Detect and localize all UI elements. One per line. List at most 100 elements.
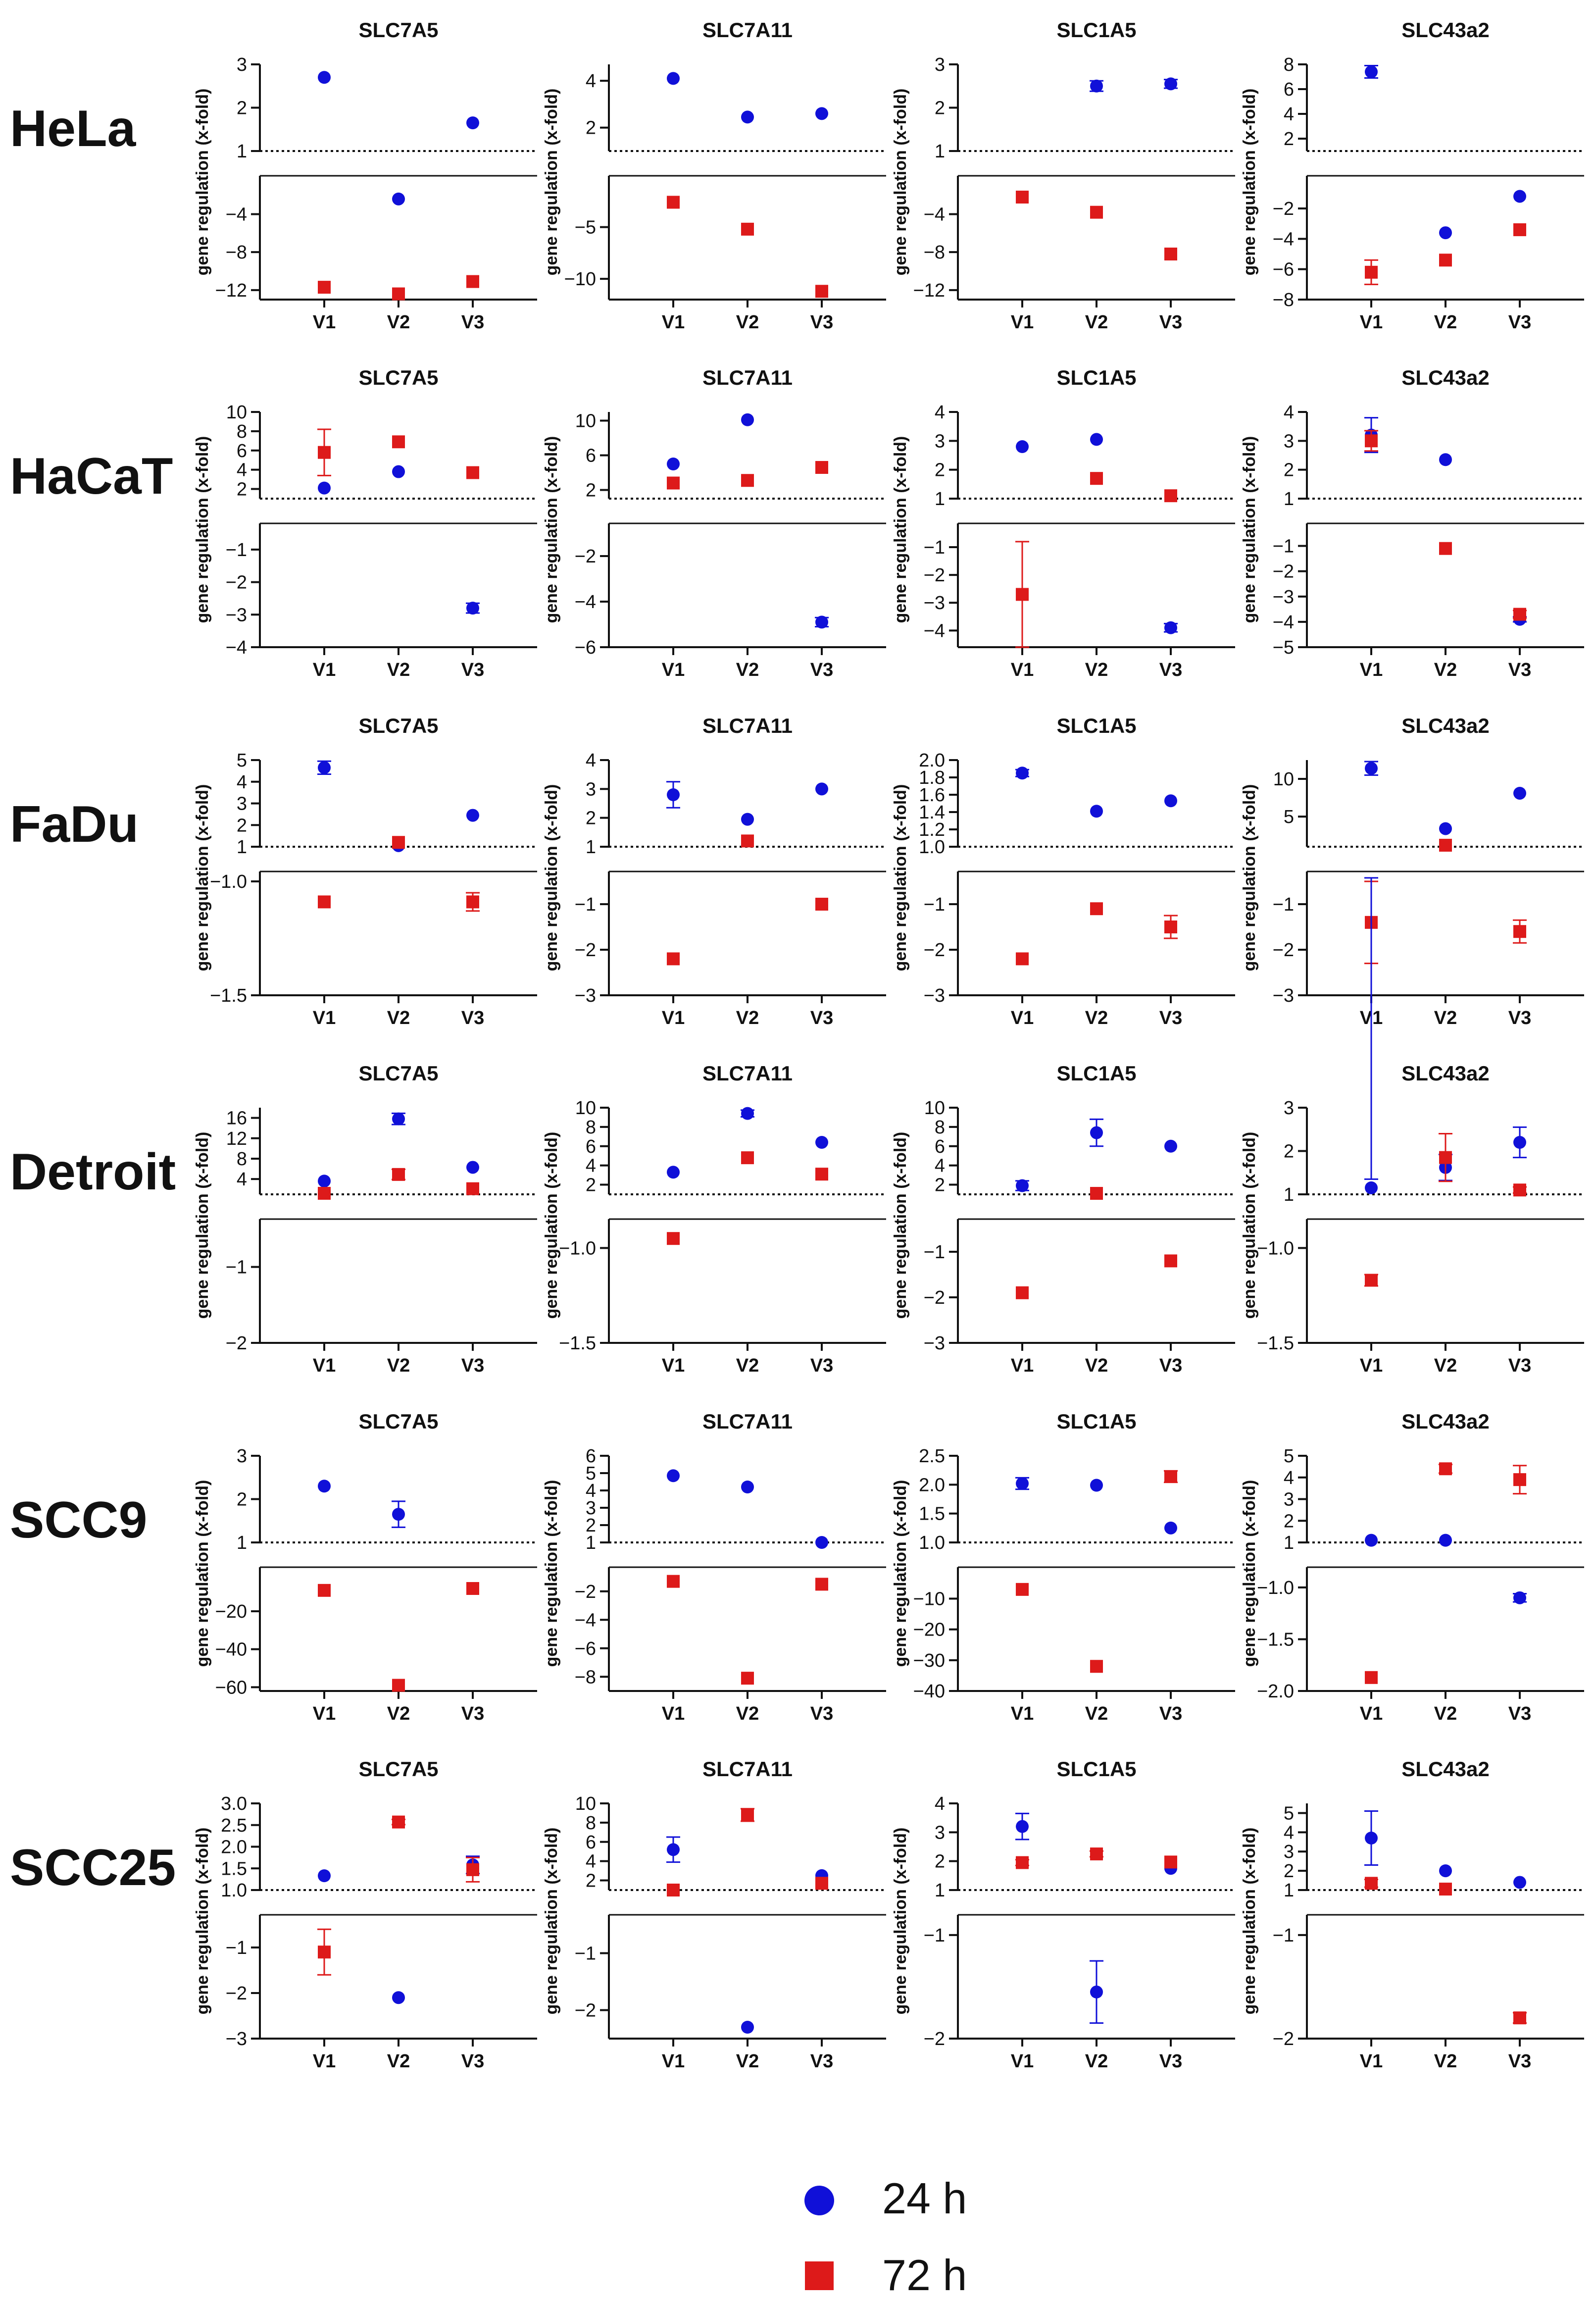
chart-title: SLC7A11 [702, 1410, 793, 1433]
point-24h-v3 [1164, 794, 1177, 808]
point-24h-v1 [667, 1843, 680, 1856]
chart-title: SLC1A5 [1056, 366, 1136, 389]
point-24h-v3 [466, 116, 479, 130]
x-tick-label: V1 [662, 660, 685, 680]
point-24h-v3 [1513, 1591, 1526, 1604]
point-72h-v2 [1439, 838, 1452, 852]
chart-title: SLC43a2 [1401, 366, 1489, 389]
legend-label-24h: 24 h [882, 2174, 967, 2223]
y-tick-label: 4 [237, 772, 247, 793]
x-tick-label: V3 [461, 1703, 484, 1724]
y-tick-label: −1 [575, 894, 596, 915]
row-label-scc25: SCC25 [10, 1839, 176, 1896]
x-tick-label: V2 [736, 1355, 759, 1376]
point-24h-v2 [1090, 433, 1103, 446]
y-tick-label: −6 [575, 1638, 596, 1659]
point-72h-v1 [667, 1575, 680, 1588]
point-72h-v2 [741, 474, 754, 487]
y-tick-label: −1 [1273, 894, 1294, 915]
x-tick-label: V3 [810, 312, 833, 333]
y-tick-label: −2 [924, 2029, 945, 2049]
y-tick-label: −1 [226, 1938, 247, 1958]
y-tick-label: −4 [924, 620, 945, 641]
y-tick-label: 5 [237, 750, 247, 771]
y-tick-label: 4 [1284, 1468, 1294, 1488]
point-72h-v1 [318, 446, 331, 459]
y-tick-label: −4 [226, 637, 247, 658]
point-72h-v3 [815, 1877, 828, 1890]
point-24h-v1 [1016, 1477, 1029, 1490]
y-axis-label: gene regulation (x-fold) [193, 89, 212, 276]
y-tick-label: 4 [1284, 402, 1294, 423]
chart-scc25-slc1a5: SLC1A5 gene regulation (x-fold) 1 2 3 4 −1 −2 V1… [891, 1757, 1235, 2072]
y-tick-label: 2 [935, 1175, 945, 1196]
x-tick-label: V1 [313, 1703, 336, 1724]
chart-hela-slc7a5: SLC7A5 gene regulation (x-fold) 1 2 3 −4 −8 −12… [193, 18, 537, 333]
y-tick-label: −20 [913, 1620, 945, 1640]
y-tick-label: 5 [1284, 1803, 1294, 1824]
y-tick-label: 1 [935, 489, 945, 510]
point-24h-v1 [1016, 440, 1029, 453]
y-tick-label: −8 [575, 1667, 596, 1688]
y-tick-label: 1 [1284, 1880, 1294, 1901]
x-tick-label: V1 [662, 2051, 685, 2072]
chart-hacat-slc1a5: SLC1A5 gene regulation (x-fold) 1 2 3 4 −1 −2 −3… [891, 366, 1235, 680]
y-tick-label: 10 [575, 1793, 596, 1814]
y-tick-label: 1.2 [919, 819, 945, 840]
x-tick-label: V2 [736, 1703, 759, 1724]
y-tick-label: 8 [586, 1117, 596, 1138]
point-72h-v2 [1090, 205, 1103, 219]
x-tick-label: V2 [1085, 312, 1108, 333]
point-24h-v1 [667, 72, 680, 85]
y-tick-label: −1.0 [559, 1238, 596, 1259]
y-axis-label: gene regulation (x-fold) [891, 1828, 910, 2015]
point-24h-v1 [1365, 1832, 1378, 1844]
y-tick-label: 16 [226, 1108, 247, 1129]
y-axis-label: gene regulation (x-fold) [891, 784, 910, 972]
point-24h-v2 [1439, 453, 1452, 466]
y-tick-label: 2.0 [919, 1475, 945, 1495]
point-72h-v2 [1090, 1847, 1103, 1861]
chart-detroit-slc43a2: SLC43a2 gene regulation (x-fold) 1 2 3 −1.0 −1… [1240, 877, 1584, 1376]
x-tick-label: V1 [313, 1355, 336, 1376]
y-tick-label: −1.5 [559, 1333, 596, 1354]
chart-title: SLC7A11 [702, 1062, 793, 1085]
y-tick-label: 8 [237, 421, 247, 442]
y-tick-label: 4 [935, 1793, 945, 1814]
y-tick-label: −2 [1273, 562, 1294, 582]
y-tick-label: 6 [237, 441, 247, 461]
y-axis-label: gene regulation (x-fold) [891, 436, 910, 623]
y-tick-label: 1 [586, 837, 596, 858]
point-24h-v3 [1513, 190, 1526, 203]
point-72h-v3 [466, 1582, 479, 1595]
y-tick-label: 2.5 [221, 1815, 247, 1836]
y-axis-label: gene regulation (x-fold) [891, 1480, 910, 1667]
point-72h-v1 [1365, 1877, 1378, 1890]
x-tick-label: V2 [1085, 1355, 1108, 1376]
point-24h-v3 [815, 107, 828, 120]
y-tick-label: 3.0 [221, 1793, 247, 1814]
y-axis-label: gene regulation (x-fold) [193, 1828, 212, 2015]
y-tick-label: −2 [226, 1983, 247, 2004]
y-tick-label: −1 [924, 1242, 945, 1263]
point-72h-v1 [1365, 265, 1378, 279]
x-tick-label: V3 [1159, 1008, 1182, 1028]
y-tick-label: −1 [575, 1944, 596, 1964]
point-72h-v1 [318, 1946, 331, 1959]
legend: 24 h 72 h [804, 2174, 967, 2300]
x-tick-label: V2 [1434, 1703, 1457, 1724]
chart-hela-slc43a2: SLC43a2 gene regulation (x-fold) 2 4 6 8 −2 −4 −… [1240, 18, 1584, 333]
point-24h-v2 [1439, 1864, 1452, 1878]
x-tick-label: V2 [387, 1008, 410, 1028]
y-tick-label: 4 [586, 1851, 596, 1872]
point-24h-v3 [815, 1536, 828, 1549]
point-72h-v2 [392, 1815, 405, 1829]
x-tick-label: V3 [810, 1703, 833, 1724]
point-72h-v2 [741, 834, 754, 848]
y-tick-label: −2 [575, 1582, 596, 1602]
